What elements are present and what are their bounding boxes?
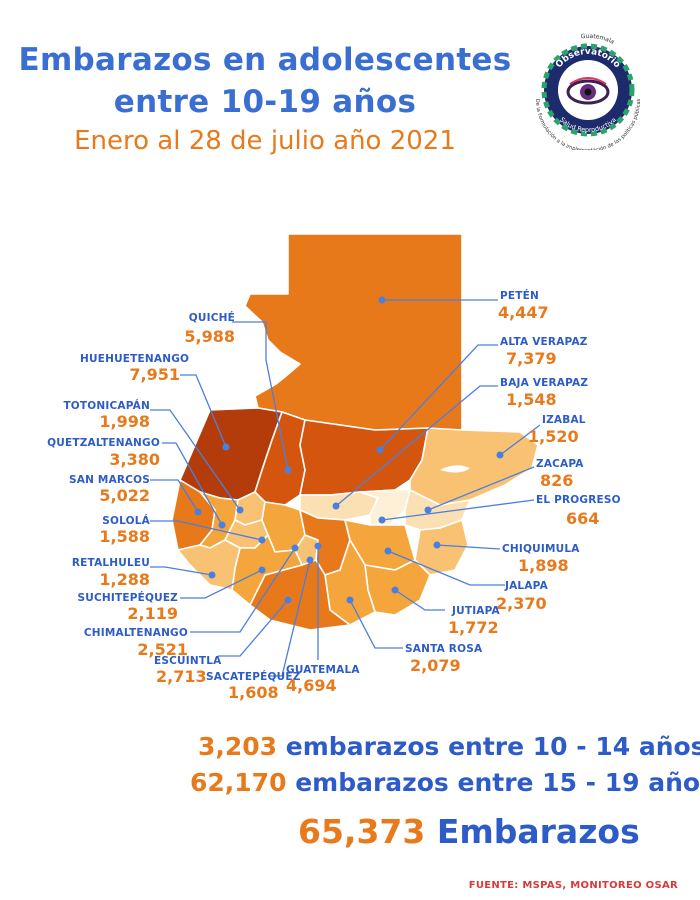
summary-15-19: 62,170 embarazos entre 15 - 19 años: [190, 768, 700, 797]
label-san-marcos-value: 5,022: [99, 486, 150, 505]
label-retalhuleu-name: RETALHULEU: [71, 557, 150, 569]
summary-total-text: Embarazos: [436, 812, 640, 851]
osar-logo: Observatorio Salud Reproductiva De la Fo…: [534, 33, 642, 150]
label-baja-verapaz-name: BAJA VERAPAZ: [500, 377, 589, 389]
summary-15-19-number: 62,170: [190, 768, 287, 797]
label-chiquimula-value: 1,898: [518, 556, 569, 575]
region-alta-verapaz[interactable]: [299, 419, 429, 496]
label-quetzaltenango-name: QUETZALTENANGO: [47, 437, 160, 449]
label-santa-rosa-value: 2,079: [410, 656, 461, 675]
label-jutiapa-value: 1,772: [448, 618, 499, 637]
label-santa-rosa-name: SANTA ROSA: [405, 643, 483, 655]
label-huehuetenango-value: 7,951: [129, 365, 180, 384]
label-sacatepequez-value: 1,608: [228, 683, 279, 702]
label-totonicapan-name: TOTONICAPÁN: [63, 400, 150, 412]
summary-10-14: 3,203 embarazos entre 10 - 14 años: [198, 732, 700, 761]
summary-total: 65,373 Embarazos: [298, 812, 640, 851]
label-quiche-name: QUICHÉ: [188, 312, 235, 324]
label-chimaltenango-name: CHIMALTENANGO: [83, 627, 188, 639]
label-jutiapa-name: JUTIAPA: [452, 605, 500, 617]
region-izabal[interactable]: [409, 427, 539, 506]
label-chiquimula-name: CHIQUIMULA: [502, 543, 580, 555]
label-alta-verapaz-name: ALTA VERAPAZ: [500, 336, 588, 348]
label-el-progreso-value: 664: [566, 509, 600, 528]
label-retalhuleu-value: 1,288: [99, 570, 150, 589]
label-baja-verapaz-value: 1,548: [506, 390, 557, 409]
title-line-1: Embarazos en adolescentes: [18, 42, 512, 78]
label-izabal-value: 1,520: [528, 427, 579, 446]
label-suchitepequez-name: SUCHITEPÉQUEZ: [77, 592, 178, 604]
label-chimaltenango-value: 2,521: [137, 640, 188, 659]
label-peten-name: PETÉN: [500, 290, 539, 302]
label-solola-name: SOLOLÁ: [102, 515, 150, 527]
label-san-marcos-name: SAN MARCOS: [69, 474, 150, 486]
label-quetzaltenango-value: 3,380: [109, 450, 160, 469]
source-note: FUENTE: MSPAS, MONITOREO OSAR: [468, 880, 678, 891]
label-sacatepequez-name: SACATEPÉQUEZ: [206, 671, 301, 683]
region-peten[interactable]: [244, 233, 463, 431]
label-solola-value: 1,588: [99, 527, 150, 546]
label-totonicapan-value: 1,998: [99, 412, 150, 431]
summary-10-14-text: embarazos entre 10 - 14 años: [285, 732, 700, 761]
label-escuintla-value: 2,713: [156, 667, 207, 686]
label-jalapa-value: 2,370: [496, 594, 547, 613]
summary-10-14-number: 3,203: [198, 732, 278, 761]
label-zacapa-name: ZACAPA: [536, 458, 584, 470]
label-peten-value: 4,447: [498, 303, 549, 322]
label-jalapa-name: JALAPA: [505, 580, 548, 592]
label-guatemala-name: GUATEMALA: [286, 664, 360, 676]
label-huehuetenango-name: HUEHUETENANGO: [80, 353, 190, 365]
region-retalhuleu[interactable]: [177, 539, 241, 591]
label-quiche-value: 5,988: [184, 327, 235, 346]
label-suchitepequez-value: 2,119: [127, 604, 178, 623]
summary-total-number: 65,373: [298, 812, 426, 851]
label-el-progreso-name: EL PROGRESO: [536, 494, 621, 506]
subtitle: Enero al 28 de julio año 2021: [74, 126, 456, 156]
label-zacapa-value: 826: [540, 471, 574, 490]
label-escuintla-name: ESCUINTLA: [154, 655, 222, 667]
label-izabal-name: IZABAL: [542, 414, 586, 426]
title-line-2: entre 10-19 años: [113, 84, 417, 120]
summary-15-19-text: embarazos entre 15 - 19 años: [295, 768, 700, 797]
label-guatemala-value: 4,694: [286, 676, 337, 695]
label-alta-verapaz-value: 7,379: [506, 349, 557, 368]
